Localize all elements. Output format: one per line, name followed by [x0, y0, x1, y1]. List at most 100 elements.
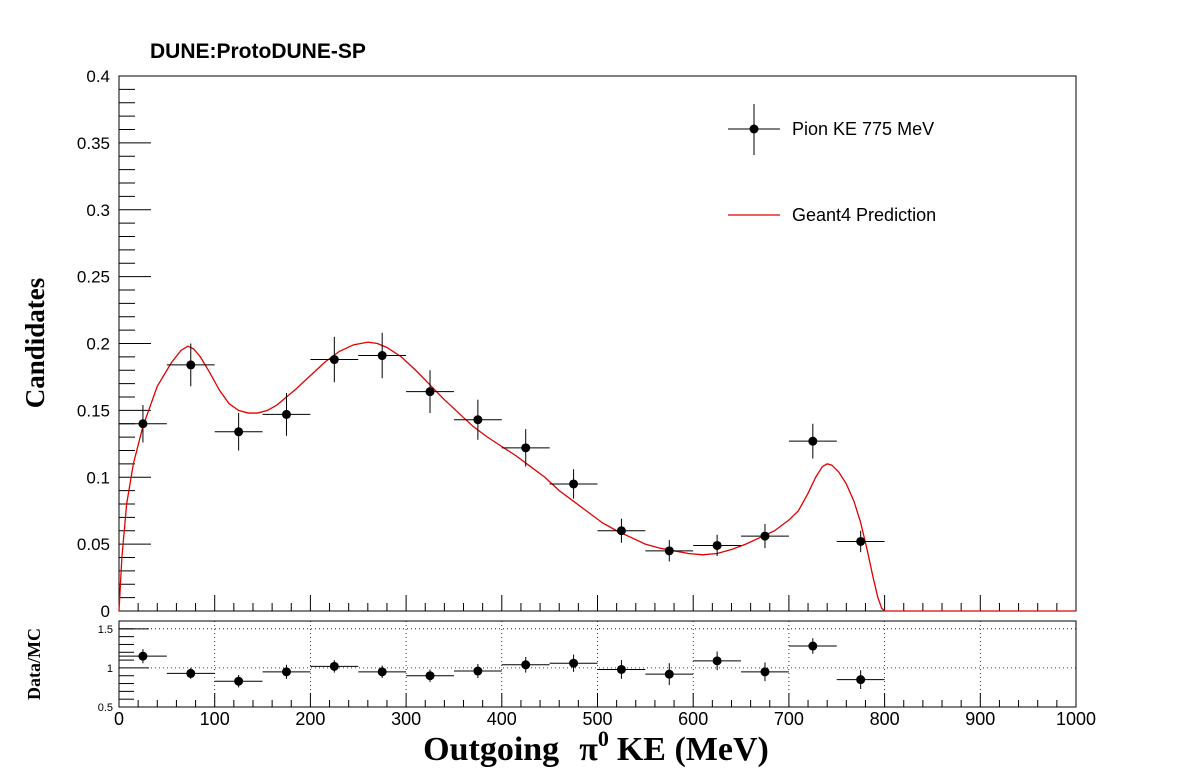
y-tick-label: 0.4 [86, 67, 110, 86]
legend-label-data: Pion KE 775 MeV [792, 119, 934, 139]
data-point [406, 370, 454, 414]
data-point-marker [281, 409, 291, 419]
ratio-point [406, 669, 454, 682]
y-axis-label: Candidates [20, 278, 50, 409]
legend: Pion KE 775 MeV Geant4 Prediction [728, 104, 936, 225]
ratio-point [453, 664, 502, 679]
y-tick-label: 0.3 [86, 201, 110, 220]
data-point-marker [712, 540, 722, 550]
x-tick-label: 200 [295, 709, 325, 729]
ratio-point [119, 649, 167, 664]
ratio-point [358, 665, 407, 679]
x-tick-label: 0 [114, 709, 124, 729]
data-point [741, 524, 789, 549]
legend-label-prediction: Geant4 Prediction [792, 205, 936, 225]
ratio-point [645, 663, 694, 686]
ratio-point-marker [377, 667, 387, 677]
data-point [836, 530, 885, 553]
data-point-marker [377, 351, 387, 361]
data-point-marker [760, 531, 770, 541]
data-point [693, 534, 742, 557]
ratio-point-marker [616, 664, 626, 674]
legend-entry-data: Pion KE 775 MeV [728, 104, 934, 155]
ratio-y-axis: 0.5 1 1.5 [98, 624, 149, 714]
x-tick-label: 500 [582, 709, 612, 729]
data-point [166, 343, 215, 387]
ratio-point [214, 674, 263, 688]
ratio-point-marker [186, 668, 196, 678]
data-point-marker [808, 436, 818, 446]
x-tick-label: 1000 [1056, 709, 1096, 729]
data-point-marker [664, 546, 674, 556]
ratio-point-marker [425, 671, 435, 681]
chart-title: DUNE:ProtoDUNE-SP [150, 40, 366, 63]
main-x-axis-ticks [118, 595, 1077, 611]
legend-data-marker [749, 124, 759, 134]
legend-entry-prediction: Geant4 Prediction [728, 205, 936, 225]
geant4-prediction-line [118, 341, 1076, 612]
data-point-marker [425, 387, 435, 397]
y-tick-label: 0.2 [86, 335, 110, 354]
x-axis-label-symbol: π [579, 731, 598, 768]
data-point [453, 399, 502, 440]
ratio-point [693, 651, 742, 671]
data-point [214, 413, 263, 451]
data-point [549, 469, 598, 499]
data-point-marker [138, 419, 148, 429]
ratio-point-marker [569, 658, 579, 668]
ratio-point [262, 664, 311, 679]
ratio-point-marker [808, 641, 818, 651]
ratio-point [310, 660, 359, 673]
x-axis-label-main: Outgoing [423, 731, 559, 768]
ratio-point-marker [856, 675, 866, 685]
y-tick-label: 0.15 [77, 401, 110, 420]
x-tick-label: 100 [200, 709, 230, 729]
data-point-marker [329, 355, 339, 365]
ratio-points [119, 638, 885, 690]
ratio-point [549, 654, 598, 672]
data-point [645, 540, 694, 562]
ratio-point-marker [712, 656, 722, 666]
y-tick-label: 0.05 [77, 535, 110, 554]
data-point-marker [186, 360, 196, 370]
ratio-point-marker [329, 661, 339, 671]
x-tick-label: 900 [965, 709, 995, 729]
main-plot-panel: 0 0.05 0.1 0.15 0.2 0.25 0.3 0.35 0.4 [77, 67, 1077, 621]
ratio-x-axis: 0 100 200 300 400 500 600 700 800 900 1000 [114, 693, 1096, 729]
data-points [119, 332, 885, 562]
ratio-point-marker [521, 660, 531, 670]
data-point [597, 518, 646, 543]
ratio-y-tick-label: 1.5 [98, 624, 113, 636]
ratio-y-axis-label: Data/MC [24, 628, 44, 700]
ratio-point [836, 670, 885, 690]
main-y-axis: 0 0.05 0.1 0.15 0.2 0.25 0.3 0.35 0.4 [77, 67, 151, 621]
x-tick-label: 800 [870, 709, 900, 729]
data-point-marker [616, 526, 626, 536]
x-tick-label: 700 [774, 709, 804, 729]
data-point-marker [521, 443, 531, 453]
x-tick-label: 300 [391, 709, 421, 729]
y-tick-label: 0 [101, 602, 110, 621]
data-point-marker [569, 479, 579, 489]
ratio-plot-panel: 0.5 1 1.5 0 100 200 300 400 500 600 700 800 900 1000 [98, 620, 1096, 729]
ratio-point [166, 667, 215, 679]
x-tick-label: 400 [487, 709, 517, 729]
y-tick-label: 0.35 [77, 134, 110, 153]
ratio-point-marker [473, 666, 483, 676]
ratio-y-tick-label: 1 [107, 663, 113, 675]
data-point-marker [473, 415, 483, 425]
y-tick-label: 0.1 [86, 468, 110, 487]
data-point [788, 423, 837, 459]
ratio-point [501, 656, 550, 673]
x-tick-label: 600 [678, 709, 708, 729]
data-point-marker [856, 536, 866, 546]
data-point [262, 392, 311, 436]
ratio-point-marker [234, 676, 244, 686]
ratio-point-marker [664, 669, 674, 679]
ratio-point-marker [281, 667, 291, 677]
data-point [119, 405, 167, 443]
x-axis-label: Outgoing π0 KE (MeV) [423, 726, 769, 768]
data-point-marker [234, 427, 244, 437]
